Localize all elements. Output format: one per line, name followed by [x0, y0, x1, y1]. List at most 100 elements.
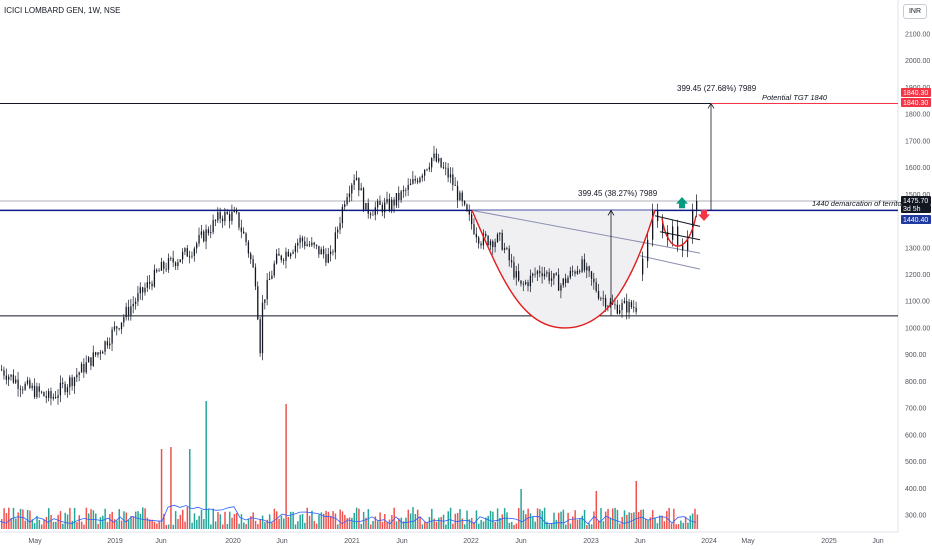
candle-body: [539, 271, 541, 274]
volume-bar: [231, 517, 233, 529]
volume-bar: [15, 518, 17, 529]
volume-bar: [499, 517, 501, 529]
volume-bar: [586, 524, 588, 529]
volume-bar: [590, 524, 593, 529]
volume-bar: [355, 507, 358, 529]
volume-bar: [43, 519, 45, 529]
volume-bar: [240, 514, 243, 529]
volume-bar: [80, 521, 83, 529]
volume-bar: [452, 523, 454, 529]
candle-body: [153, 269, 156, 287]
volume-bar: [297, 521, 299, 529]
candle-body: [50, 391, 52, 399]
candle-body: [428, 167, 430, 170]
candle-body: [292, 251, 294, 254]
volume-bar: [163, 513, 165, 529]
volume-bar: [612, 508, 614, 529]
volume-bar: [26, 509, 29, 529]
volume-bar: [137, 511, 139, 529]
candle-body: [137, 293, 139, 302]
candle-body: [10, 374, 12, 377]
candle-body: [550, 278, 553, 281]
candle-body: [562, 278, 564, 286]
candle-body: [619, 310, 621, 314]
volume-bar: [461, 518, 464, 529]
candle-body: [102, 351, 104, 354]
volume-bar: [337, 524, 339, 529]
candle-body: [480, 243, 482, 246]
currency-button[interactable]: INR: [903, 4, 927, 19]
candle-body: [633, 307, 635, 308]
candle-body: [506, 247, 508, 249]
candle-body: [52, 396, 54, 399]
candle-body: [113, 326, 116, 330]
candle-body: [672, 226, 674, 240]
volume-bar: [482, 521, 485, 529]
volume-bar: [600, 508, 602, 529]
candle-body: [360, 188, 362, 191]
candle-body: [543, 273, 546, 277]
candle-body: [503, 247, 506, 250]
volume-bar: [548, 524, 551, 529]
volume-bar: [546, 521, 548, 529]
volume-bar: [48, 508, 50, 529]
candle-body: [64, 383, 66, 393]
volume-bar: [687, 522, 689, 529]
volume-bar: [633, 512, 635, 529]
candle-body: [33, 385, 36, 398]
x-tick-label: 2022: [463, 538, 479, 545]
candle-body: [285, 251, 287, 261]
volume-bar: [29, 510, 31, 529]
candle-body: [327, 254, 329, 263]
candle-body: [682, 245, 684, 251]
candle-body: [226, 212, 228, 215]
candle-body: [191, 255, 193, 257]
candle-body: [398, 192, 400, 201]
y-tick-label: 2100.00: [905, 32, 930, 39]
volume-bar: [442, 514, 445, 529]
candle-body: [466, 204, 468, 211]
candle-body: [574, 271, 576, 274]
volume-bar: [593, 511, 595, 529]
volume-bar: [250, 516, 252, 529]
volume-bar: [151, 519, 153, 529]
volume-bar: [95, 513, 97, 529]
candle-body: [24, 383, 26, 390]
candle-body: [419, 177, 421, 183]
candle-body: [78, 372, 80, 375]
candle-body: [116, 326, 118, 329]
volume-bar: [609, 517, 612, 529]
volume-bar: [167, 524, 170, 529]
candle-body: [240, 227, 242, 232]
measure-label-target: 399.45 (27.68%) 7989: [677, 84, 757, 93]
candle-body: [351, 184, 353, 194]
volume-bar: [292, 511, 294, 529]
volume-bar: [607, 508, 609, 529]
candle-body: [583, 259, 586, 271]
volume-bar: [400, 517, 402, 529]
candle-body: [332, 251, 334, 253]
candle-body: [426, 169, 428, 171]
candle-body: [614, 304, 616, 306]
candle-body: [17, 379, 19, 389]
candle-body: [243, 231, 245, 234]
x-tick-label: Jun: [515, 538, 526, 545]
volume-bar: [522, 510, 525, 529]
volume-bar: [177, 518, 179, 529]
candle-body: [73, 377, 76, 386]
candle-body: [130, 306, 132, 316]
volume-bar: [181, 509, 184, 529]
candle-body: [696, 201, 698, 211]
volume-bar: [33, 523, 36, 529]
volume-bar: [268, 514, 271, 529]
volume-bar: [217, 512, 219, 529]
volume-bar: [219, 514, 222, 529]
candle-body: [245, 233, 247, 242]
candle-body: [635, 307, 637, 312]
candle-body: [210, 232, 212, 234]
candle-body: [142, 287, 144, 293]
y-tick-label: 1200.00: [905, 272, 930, 279]
volume-bar: [682, 522, 684, 529]
volume-bar: [153, 521, 156, 529]
